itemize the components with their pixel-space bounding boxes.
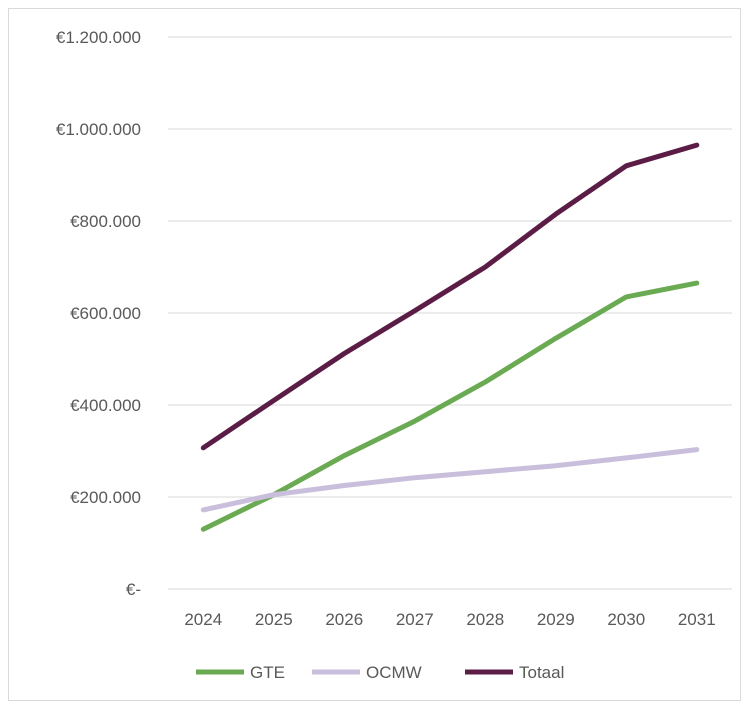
legend-label-totaal: Totaal xyxy=(519,663,564,682)
x-tick-label: 2027 xyxy=(396,610,434,629)
y-tick-label: €600.000 xyxy=(70,304,141,323)
x-tick-label: 2024 xyxy=(184,610,222,629)
y-tick-label: €200.000 xyxy=(70,488,141,507)
series-line-gte xyxy=(200,280,700,532)
y-tick-label: €- xyxy=(126,580,141,599)
x-tick-label: 2028 xyxy=(466,610,504,629)
x-tick-label: 2025 xyxy=(255,610,293,629)
chart-frame xyxy=(8,8,741,701)
x-tick-label: 2030 xyxy=(607,610,645,629)
y-axis-ticks: €- €200.000 €400.000 €600.000 €800.000 €1.000… xyxy=(56,28,141,599)
x-tick-label: 2031 xyxy=(678,610,716,629)
x-axis-ticks: 2024 2025 2026 2027 2028 2029 2030 2031 xyxy=(184,610,715,629)
legend-label-ocmw: OCMW xyxy=(366,663,422,682)
y-tick-label: €800.000 xyxy=(70,212,141,231)
series-lines xyxy=(200,142,700,532)
legend-label-gte: GTE xyxy=(250,663,285,682)
x-tick-label: 2026 xyxy=(325,610,363,629)
legend: GTE OCMW Totaal xyxy=(196,663,564,682)
series-line-totaal xyxy=(200,142,700,451)
y-tick-label: €1.000.000 xyxy=(56,120,141,139)
y-tick-label: €400.000 xyxy=(70,396,141,415)
x-tick-label: 2029 xyxy=(537,610,575,629)
y-tick-label: €1.200.000 xyxy=(56,28,141,47)
series-line-ocmw xyxy=(200,447,700,513)
